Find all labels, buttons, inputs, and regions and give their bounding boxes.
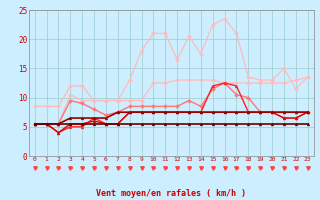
Text: Vent moyen/en rafales ( km/h ): Vent moyen/en rafales ( km/h )	[96, 189, 246, 198]
